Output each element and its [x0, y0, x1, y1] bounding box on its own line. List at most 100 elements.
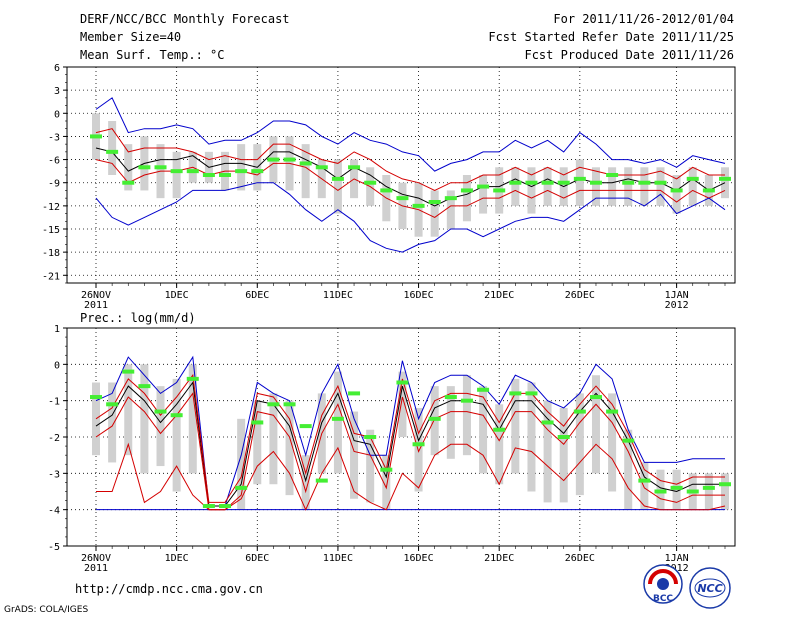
- median-marker: [396, 196, 409, 201]
- median-marker: [106, 149, 119, 154]
- median-marker: [493, 188, 506, 193]
- median-marker: [106, 402, 119, 407]
- y-tick-label: -15: [42, 225, 60, 236]
- spread-bar: [398, 371, 407, 437]
- median-marker: [719, 482, 731, 487]
- spread-bar: [527, 167, 536, 214]
- median-marker: [122, 180, 135, 185]
- median-marker: [122, 369, 135, 374]
- spread-bar: [140, 364, 149, 474]
- spread-bar: [446, 190, 455, 229]
- spread-bar: [559, 407, 568, 503]
- y-tick-label: -5: [48, 542, 60, 553]
- median-marker: [364, 180, 377, 185]
- median-marker: [348, 165, 361, 170]
- median-marker: [267, 402, 280, 407]
- spread-bar: [575, 159, 584, 206]
- series-max: [95, 97, 726, 172]
- y-tick-label: 6: [54, 63, 60, 74]
- spread-bar: [124, 144, 133, 191]
- x-tick-label: 1DEC: [165, 290, 189, 301]
- series-lower: [95, 392, 725, 511]
- forecast-period: For 2011/11/26-2012/01/04: [553, 12, 734, 26]
- x-tick-label: 2012: [665, 300, 689, 311]
- spread-bar: [624, 167, 633, 206]
- spread-bar: [608, 393, 617, 492]
- median-marker: [638, 180, 651, 185]
- spread-bar: [608, 167, 617, 206]
- ncc-logo-text: NCC: [697, 582, 722, 595]
- median-marker: [541, 420, 554, 425]
- median-marker: [606, 409, 619, 414]
- median-marker: [412, 442, 425, 447]
- spread-bar: [543, 400, 552, 503]
- median-marker: [719, 176, 731, 181]
- median-marker: [412, 203, 425, 208]
- median-marker: [90, 134, 102, 139]
- series-upper: [95, 128, 725, 191]
- spread-bar: [527, 382, 536, 492]
- spread-bar: [285, 400, 294, 496]
- y-tick-label: -1: [48, 397, 60, 408]
- spread-bar: [624, 429, 633, 510]
- y-tick-label: 1: [54, 324, 60, 335]
- spread-bar: [495, 404, 504, 485]
- y-tick-label: -12: [42, 202, 60, 213]
- series-lower: [95, 159, 726, 218]
- x-tick-label: 1JAN: [665, 290, 689, 301]
- median-marker: [654, 489, 667, 494]
- y-tick-label: -6: [48, 156, 60, 167]
- variable-label: Mean Surf. Temp.: °C: [80, 48, 225, 62]
- median-marker: [525, 391, 538, 396]
- median-marker: [573, 176, 586, 181]
- figure-title: DERF/NCC/BCC Monthly Forecast: [80, 12, 290, 26]
- spread-bar: [672, 175, 681, 214]
- median-marker: [557, 435, 570, 439]
- spread-bar: [156, 386, 165, 467]
- median-marker: [606, 173, 619, 177]
- median-marker: [428, 416, 441, 421]
- spread-bar: [172, 151, 181, 199]
- median-marker: [283, 157, 296, 162]
- spread-bar: [237, 144, 246, 191]
- series-max: [95, 355, 725, 507]
- spread-bar: [301, 455, 310, 510]
- spread-bar: [543, 167, 552, 206]
- y-tick-label: -3: [48, 469, 60, 480]
- median-marker: [267, 157, 280, 162]
- x-tick-label: 6DEC: [245, 553, 269, 564]
- series-mean: [95, 147, 726, 207]
- median-marker: [460, 188, 473, 193]
- x-tick-label: 1DEC: [165, 553, 189, 564]
- spread-bar: [269, 393, 278, 485]
- start-date: Fcst Started Refer Date 2011/11/25: [488, 30, 734, 44]
- x-tick-label: 26DEC: [565, 553, 595, 564]
- member-size: Member Size=40: [80, 30, 182, 44]
- y-tick-label: -18: [42, 248, 60, 259]
- median-marker: [299, 424, 312, 429]
- spread-bar: [640, 462, 649, 510]
- median-marker: [348, 391, 361, 396]
- x-tick-label: 1JAN: [665, 553, 689, 564]
- footer-url[interactable]: http://cmdp.ncc.cma.gov.cn: [75, 582, 263, 596]
- y-tick-label: -21: [42, 271, 60, 282]
- spread-bar: [462, 175, 471, 222]
- spread-bar: [92, 382, 100, 456]
- median-marker: [702, 188, 715, 193]
- median-marker: [638, 478, 651, 483]
- median-marker: [380, 467, 393, 472]
- median-marker: [90, 395, 102, 400]
- median-marker: [315, 165, 328, 170]
- spread-bar: [172, 378, 181, 492]
- spread-bar: [366, 429, 375, 503]
- x-tick-label: 26NOV: [81, 553, 111, 564]
- median-marker: [186, 376, 199, 381]
- x-tick-label: 21DEC: [484, 290, 514, 301]
- x-tick-label: 6DEC: [245, 290, 269, 301]
- median-marker: [364, 435, 377, 439]
- median-marker: [170, 413, 183, 418]
- series-low: [96, 442, 726, 511]
- median-marker: [509, 391, 522, 396]
- spread-bar: [704, 473, 713, 510]
